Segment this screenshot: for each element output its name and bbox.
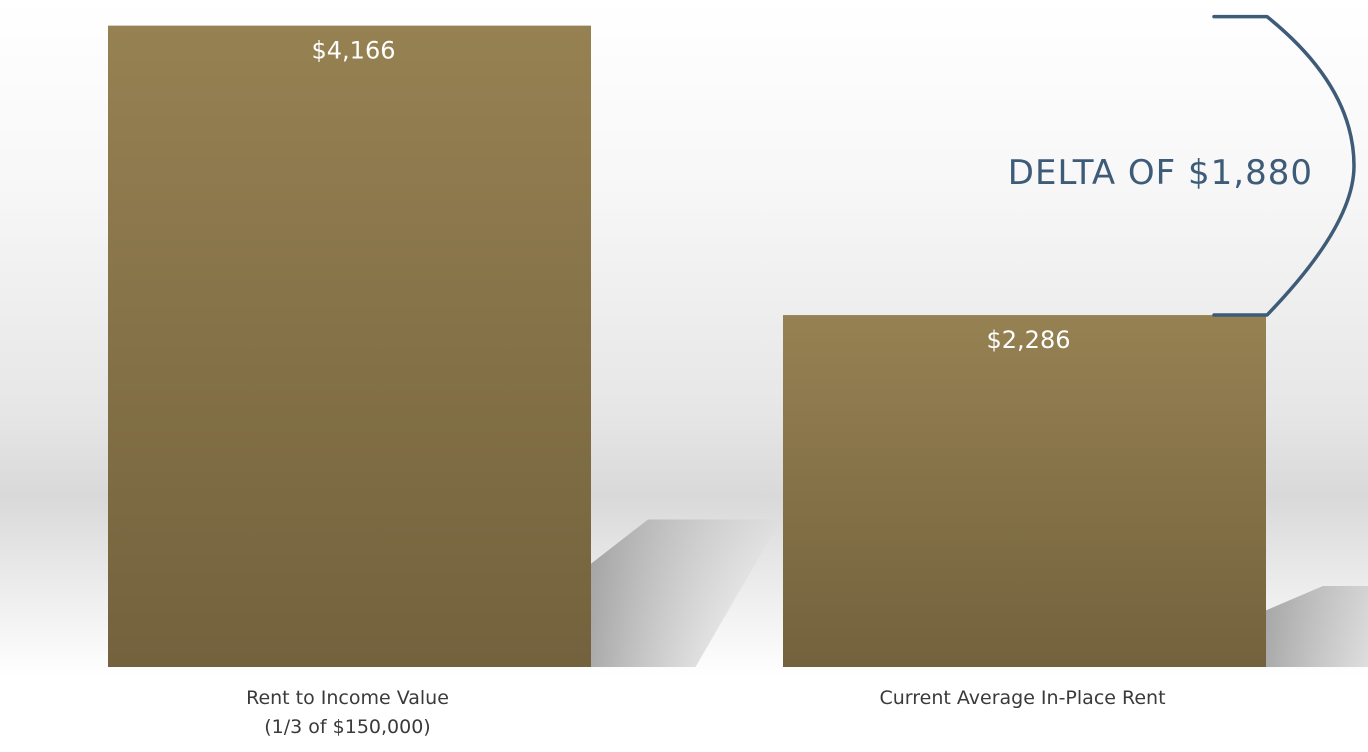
bars [108, 25, 1266, 668]
value-labels: $4,166 $2,286 [312, 37, 1071, 354]
category-label-line: Rent to Income Value [246, 687, 449, 709]
category-label: Current Average In-Place Rent [879, 687, 1165, 709]
delta-annotation: DELTA OF $1,880 [1008, 14, 1356, 317]
bar-shadow [1266, 586, 1368, 667]
category-label-line: (1/3 of $150,000) [264, 716, 430, 738]
delta-label: DELTA OF $1,880 [1008, 153, 1313, 193]
bar [108, 25, 591, 668]
bar-value-label: $2,286 [987, 326, 1071, 354]
category-label-line: Current Average In-Place Rent [879, 687, 1165, 709]
category-label: Rent to Income Value (1/3 of $150,000) [246, 687, 449, 738]
bar [783, 315, 1266, 667]
delta-bracket [1212, 14, 1356, 317]
bar-shadow [591, 519, 781, 667]
bar-shadows [591, 519, 1368, 667]
bar-value-label: $4,166 [312, 37, 396, 65]
category-labels: Rent to Income Value (1/3 of $150,000) Cur… [246, 687, 1165, 738]
